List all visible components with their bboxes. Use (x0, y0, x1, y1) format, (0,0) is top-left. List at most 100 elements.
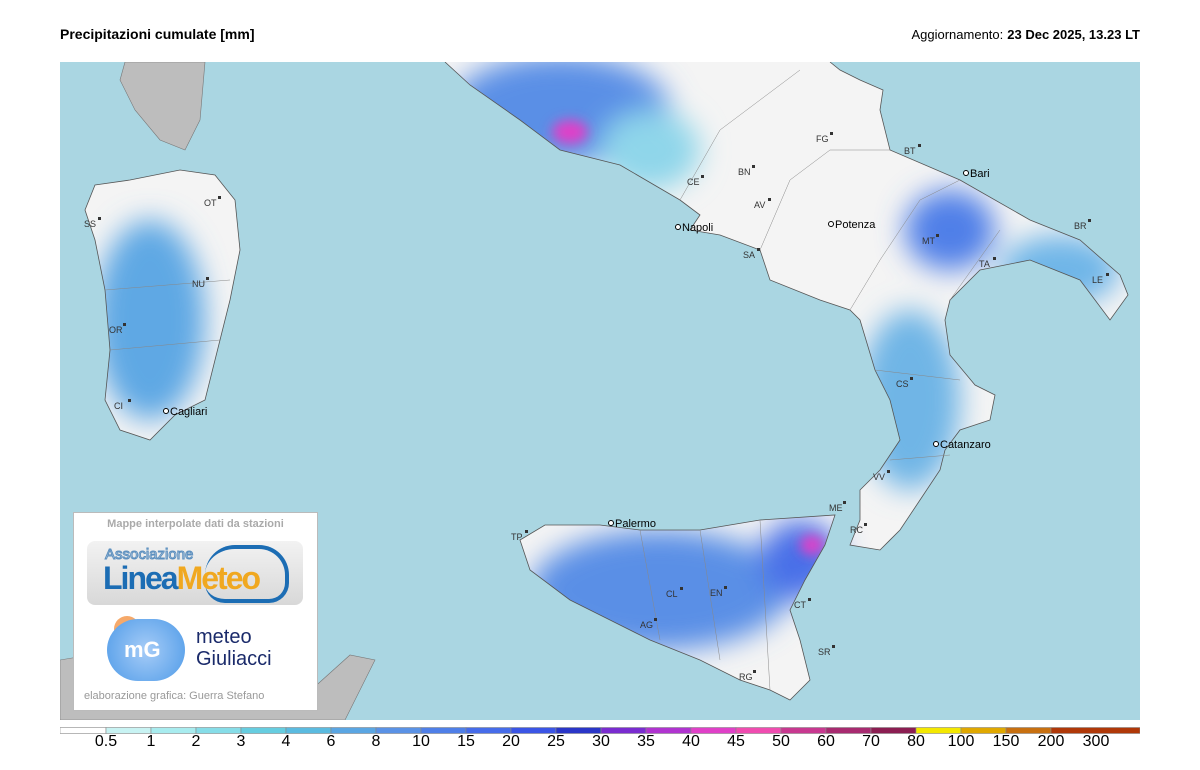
colorbar-tick-label: 15 (457, 733, 475, 750)
colorbar-tick-label: 70 (862, 733, 880, 750)
colorbar-tick-label: 10 (412, 733, 430, 750)
province-marker (757, 248, 760, 251)
province-marker (910, 377, 913, 380)
precipitation-map[interactable]: OT SS NU OR CI FG BT CE BN AV SA MT TA BR LE CS VV RC ME TP… (60, 62, 1140, 720)
mg-line1: meteo (196, 626, 252, 648)
city-marker (933, 441, 939, 447)
province-label: SR (818, 647, 831, 657)
province-borders (104, 69, 1001, 691)
colorbar-tick-label: 80 (907, 733, 925, 750)
city-marker (675, 224, 681, 230)
province-marker (993, 257, 996, 260)
province-label: NU (192, 279, 205, 289)
province-label: SS (84, 219, 96, 229)
colorbar-tick-label: 8 (371, 733, 381, 750)
colorbar-tick-label: 300 (1082, 733, 1110, 750)
province-label: LE (1092, 275, 1103, 285)
mg-mark: mG (124, 637, 161, 662)
province-label: OT (204, 198, 217, 208)
province-marker (768, 198, 771, 201)
province-label: CI (114, 401, 123, 411)
city-label: Napoli (682, 222, 713, 234)
logos-panel: Mappe interpolate dati da stazioni Assoc… (73, 512, 318, 711)
province-label: MT (922, 236, 935, 246)
province-marker (218, 196, 221, 199)
province-marker (680, 587, 683, 590)
colorbar-segment (150, 727, 197, 734)
colorbar-tick-label: 0.5 (94, 733, 118, 750)
province-label: BT (904, 146, 916, 156)
city-label: Catanzaro (940, 439, 991, 451)
province-marker (1088, 219, 1091, 222)
colorbar-tick-label: 150 (992, 733, 1020, 750)
colorbar-tick-label: 6 (326, 733, 336, 750)
meteogiuliacci-logo[interactable] (107, 619, 185, 681)
province-label: EN (710, 588, 723, 598)
province-marker (887, 470, 890, 473)
colorbar-tick-label: 200 (1037, 733, 1065, 750)
colorbar-segment (1050, 727, 1140, 734)
lineameteo-part-b: Meteo (176, 560, 261, 596)
colorbar-tick-label: 2 (191, 733, 201, 750)
colorbar-segment (330, 727, 377, 734)
province-marker (808, 598, 811, 601)
colorbar-segment (240, 727, 287, 734)
province-marker (525, 530, 528, 533)
province-label: SA (743, 250, 755, 260)
colorbar-tick-label: 60 (817, 733, 835, 750)
province-marker (98, 217, 101, 220)
lineameteo-part-a: Linea (103, 560, 179, 596)
colorbar-tick-label: 40 (682, 733, 700, 750)
province-label: TA (979, 259, 990, 269)
province-label: VV (873, 472, 885, 482)
city-label: Potenza (835, 219, 876, 231)
update-label: Aggiornamento: (911, 27, 1004, 42)
province-marker (832, 645, 835, 648)
province-marker (206, 277, 209, 280)
province-label: RC (850, 525, 863, 535)
province-marker (1106, 273, 1109, 276)
province-label: OR (109, 325, 123, 335)
province-marker (830, 132, 833, 135)
province-label: ME (829, 503, 843, 513)
map-title: Precipitazioni cumulate [mm] (60, 26, 255, 42)
province-label: BR (1074, 221, 1087, 231)
colorbar (60, 727, 1140, 734)
colorbar-tick-label: 1 (146, 733, 156, 750)
colorbar-tick-label: 45 (727, 733, 745, 750)
colorbar-tick-label: 30 (592, 733, 610, 750)
province-labels: OT SS NU OR CI FG BT CE BN AV SA MT TA BR LE CS VV RC ME TP… (84, 132, 1109, 682)
province-marker (864, 523, 867, 526)
update-timestamp: Aggiornamento: 23 Dec 2025, 13.23 LT (911, 27, 1140, 42)
mg-line2: Giuliacci (196, 648, 272, 670)
coastlines (84, 62, 1129, 701)
province-marker (123, 323, 126, 326)
province-marker (724, 586, 727, 589)
update-value: 23 Dec 2025, 13.23 LT (1007, 27, 1140, 42)
province-label: CL (666, 589, 678, 599)
meteogiuliacci-name: meteo Giuliacci (196, 626, 272, 670)
city-label: Cagliari (170, 406, 207, 418)
province-label: CE (687, 177, 700, 187)
colorbar-tick-label: 20 (502, 733, 520, 750)
colorbar-tick-label: 100 (947, 733, 975, 750)
city-labels: Cagliari Napoli Potenza Bari Catanzaro Palerm… (163, 168, 991, 530)
province-marker (918, 144, 921, 147)
city-marker (828, 221, 834, 227)
province-marker (128, 399, 131, 402)
lineameteo-logo[interactable]: Associazione LineaMeteo (87, 541, 303, 605)
province-label: AV (754, 200, 765, 210)
city-marker (963, 170, 969, 176)
colorbar-tick-label: 35 (637, 733, 655, 750)
province-label: RG (739, 672, 753, 682)
logos-header: Mappe interpolate dati da stazioni (107, 518, 284, 530)
colorbar-tick-label: 4 (281, 733, 291, 750)
lineameteo-assoc: Associazione (104, 546, 194, 564)
colorbar-segment (285, 727, 332, 734)
province-marker (753, 670, 756, 673)
colorbar-legend: 0.5 1 2 3 4 6 8 10 15 20 25 30 35 40 45 50 60 70 80 100 150 2… (60, 727, 1140, 767)
province-marker (936, 234, 939, 237)
province-label: CT (794, 600, 806, 610)
colorbar-tick-label: 25 (547, 733, 565, 750)
lineameteo-wordmark: LineaMeteo (103, 560, 261, 597)
